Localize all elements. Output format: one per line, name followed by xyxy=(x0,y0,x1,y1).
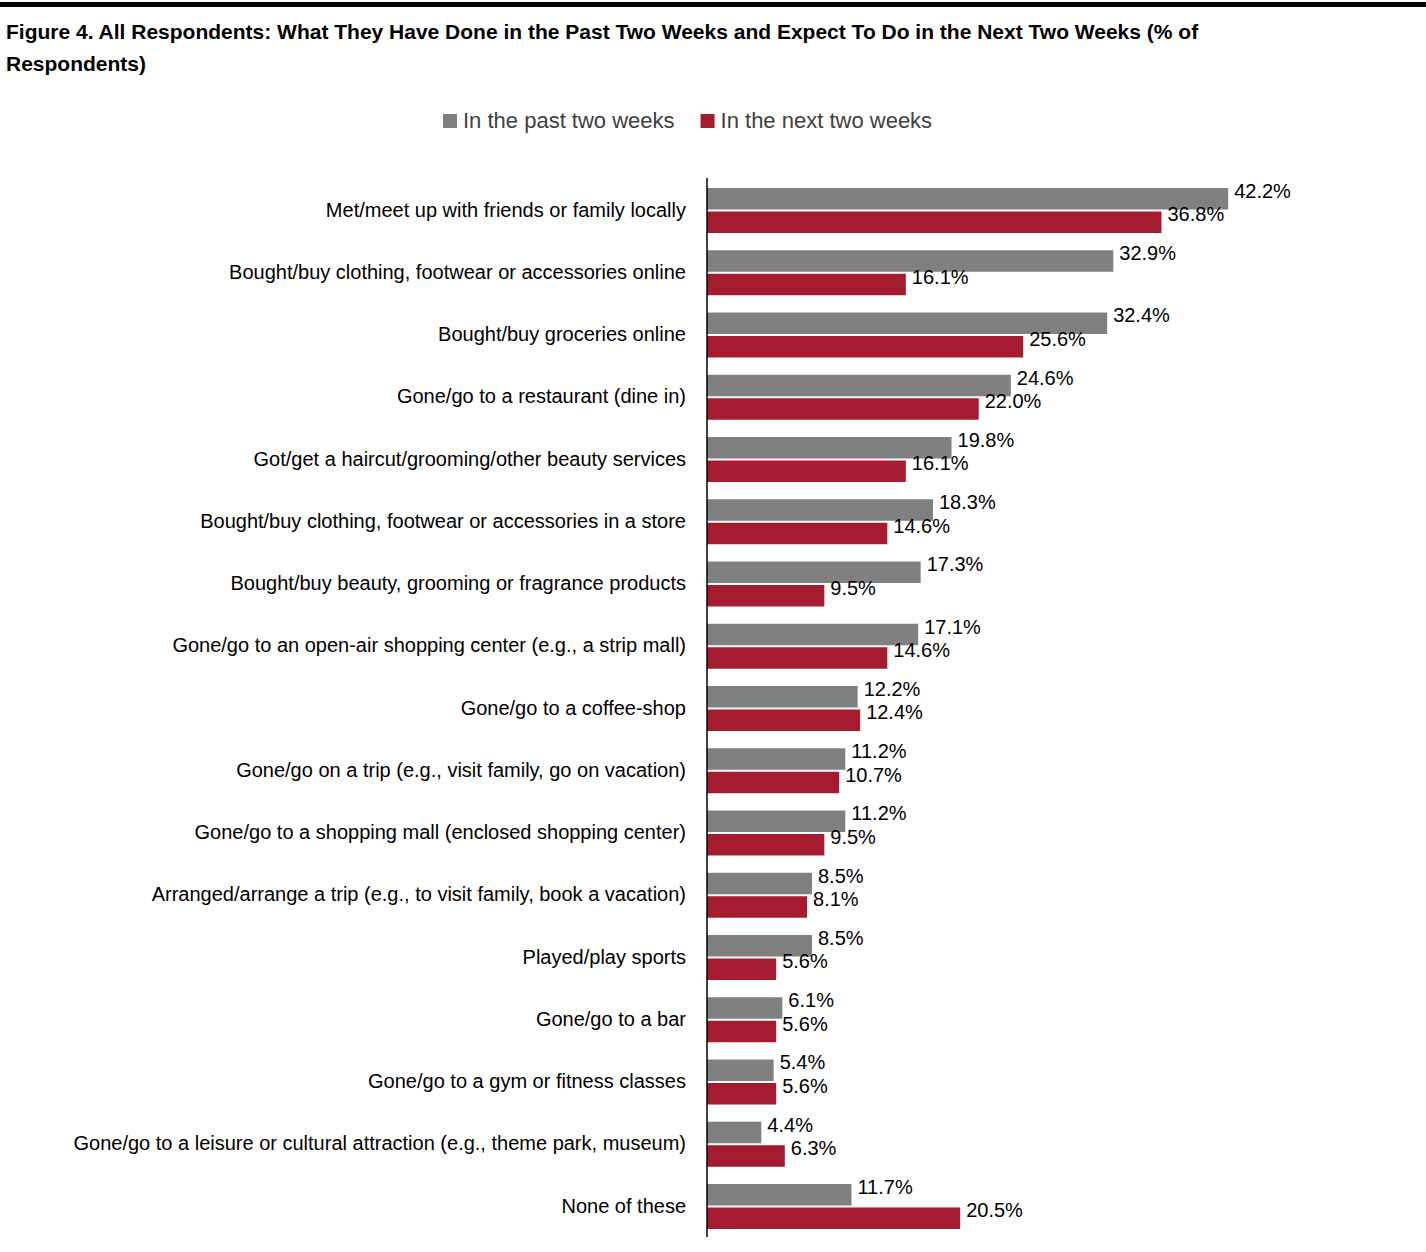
bar xyxy=(707,647,887,669)
data-label: 17.1% xyxy=(924,616,981,638)
category-label: Bought/buy beauty, grooming or fragrance… xyxy=(231,572,686,594)
bar xyxy=(707,523,887,545)
bar xyxy=(707,748,845,770)
data-label: 8.5% xyxy=(818,865,864,887)
data-label: 32.4% xyxy=(1113,304,1170,326)
data-label: 18.3% xyxy=(939,491,996,513)
data-label: 5.6% xyxy=(782,1013,828,1035)
category-label: Gone/go to a coffee-shop xyxy=(461,697,686,719)
bar xyxy=(707,562,921,584)
category-label: Gone/go to a shopping mall (enclosed sho… xyxy=(195,821,686,843)
legend-label: In the past two weeks xyxy=(463,108,675,133)
category-label: Gone/go to a bar xyxy=(536,1008,686,1030)
bar xyxy=(707,1122,761,1144)
data-label: 20.5% xyxy=(966,1199,1023,1221)
data-label: 5.6% xyxy=(782,950,828,972)
bar xyxy=(707,834,824,856)
bar xyxy=(707,274,906,296)
data-label: 17.3% xyxy=(927,553,984,575)
chart-root: Figure 4. All Respondents: What They Hav… xyxy=(0,0,1426,1252)
bar xyxy=(707,1184,851,1206)
bars xyxy=(707,188,1228,1229)
bar xyxy=(707,1060,774,1082)
bar xyxy=(707,585,824,607)
bar xyxy=(707,1208,960,1230)
bar xyxy=(707,398,979,420)
category-label: Got/get a haircut/grooming/other beauty … xyxy=(254,448,686,470)
data-label: 16.1% xyxy=(912,266,969,288)
category-label: Bought/buy groceries online xyxy=(438,323,686,345)
category-label: Bought/buy clothing, footwear or accesso… xyxy=(200,510,686,532)
data-label: 36.8% xyxy=(1167,203,1224,225)
bar xyxy=(707,997,782,1019)
data-label: 11.7% xyxy=(857,1176,912,1198)
chart-svg: In the past two weeks In the next two wee… xyxy=(0,0,1426,1252)
data-label: 5.4% xyxy=(780,1051,826,1073)
data-labels: 42.2% 36.8% 32.9% 16.1% 32.4% 25.6% 24.6%22.0%… xyxy=(767,180,1291,1222)
data-label: 10.7% xyxy=(845,764,902,786)
bar xyxy=(707,624,918,646)
category-label: Bought/buy clothing, footwear or accesso… xyxy=(229,261,686,283)
data-label: 32.9% xyxy=(1119,242,1176,264)
data-label: 22.0% xyxy=(985,390,1042,412)
category-label: Gone/go to a gym or fitness classes xyxy=(368,1070,686,1092)
legend-swatch xyxy=(701,114,715,128)
bar xyxy=(707,811,845,833)
legend-label: In the next two weeks xyxy=(721,108,933,133)
bar xyxy=(707,188,1228,210)
bar xyxy=(707,1083,776,1105)
category-label: Met/meet up with friends or family local… xyxy=(326,199,686,221)
top-rule xyxy=(0,2,1426,7)
data-label: 8.1% xyxy=(813,888,859,910)
data-label: 42.2% xyxy=(1234,180,1291,202)
bar xyxy=(707,710,860,732)
bar xyxy=(707,336,1023,358)
data-label: 24.6% xyxy=(1017,367,1074,389)
category-label: None of these xyxy=(561,1195,686,1217)
data-label: 14.6% xyxy=(893,639,950,661)
data-label: 9.5% xyxy=(830,826,876,848)
data-label: 8.5% xyxy=(818,927,864,949)
category-label: Gone/go to a leisure or cultural attract… xyxy=(73,1132,686,1154)
data-label: 5.6% xyxy=(782,1075,828,1097)
data-label: 12.2% xyxy=(864,678,921,700)
bar xyxy=(707,375,1011,397)
bar xyxy=(707,212,1161,234)
data-label: 12.4% xyxy=(866,701,923,723)
bar xyxy=(707,686,858,708)
data-label: 6.3% xyxy=(791,1137,837,1159)
title: Figure 4. All Respondents: What They Hav… xyxy=(6,16,1336,80)
legend-swatch xyxy=(443,114,457,128)
bar xyxy=(707,873,812,895)
category-labels: Met/meet up with friends or family local… xyxy=(73,199,686,1217)
data-label: 14.6% xyxy=(893,515,950,537)
bar xyxy=(707,959,776,981)
bar xyxy=(707,1021,776,1043)
data-label: 6.1% xyxy=(788,989,834,1011)
axis-line xyxy=(706,178,708,1237)
data-label: 11.2% xyxy=(851,802,906,824)
data-label: 9.5% xyxy=(830,577,876,599)
data-label: 16.1% xyxy=(912,452,969,474)
category-label: Played/play sports xyxy=(523,946,686,968)
bar xyxy=(707,250,1113,272)
category-label: Gone/go on a trip (e.g., visit family, g… xyxy=(236,759,686,781)
legend: In the past two weeks In the next two wee… xyxy=(443,108,932,133)
bar xyxy=(707,1145,785,1167)
data-label: 25.6% xyxy=(1029,328,1086,350)
bar xyxy=(707,896,807,918)
bar xyxy=(707,772,839,794)
data-label: 19.8% xyxy=(958,429,1015,451)
data-label: 11.2% xyxy=(851,740,906,762)
bar xyxy=(707,461,906,483)
category-label: Arranged/arrange a trip (e.g., to visit … xyxy=(152,883,686,905)
category-label: Gone/go to a restaurant (dine in) xyxy=(397,385,686,407)
data-label: 4.4% xyxy=(767,1114,813,1136)
category-label: Gone/go to an open-air shopping center (… xyxy=(172,634,686,656)
